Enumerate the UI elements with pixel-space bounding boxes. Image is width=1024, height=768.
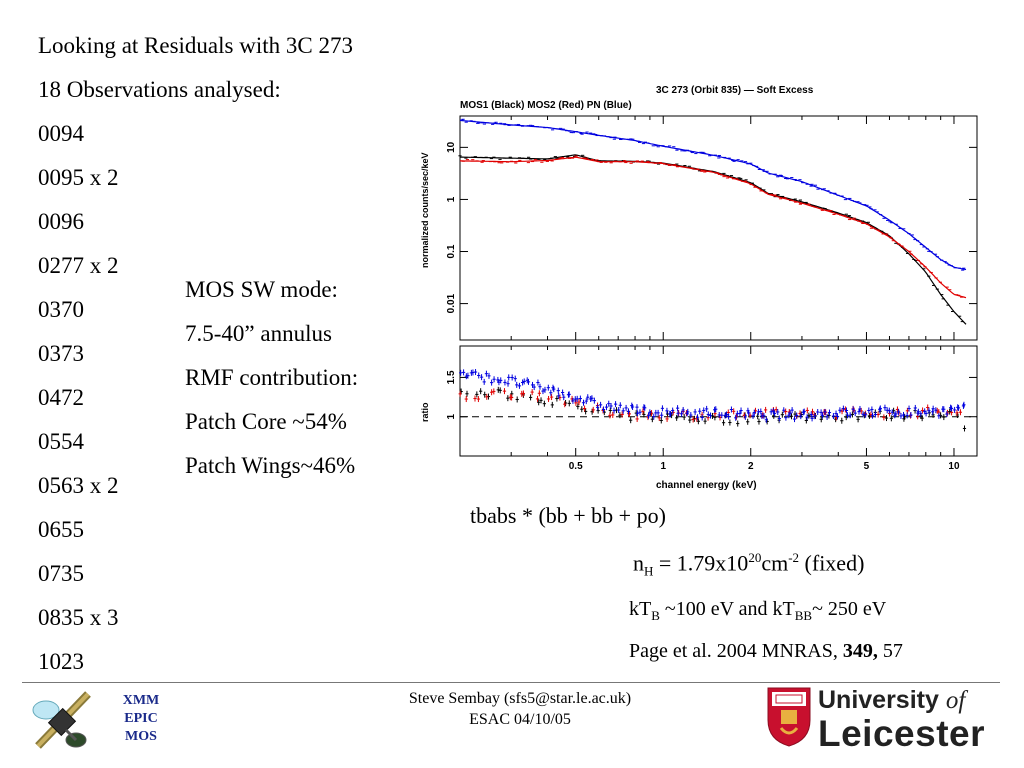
slide-title: Looking at Residuals with 3C 273 bbox=[38, 33, 353, 58]
observation-item: 0563 x 2 bbox=[38, 473, 119, 498]
nh-subscript: H bbox=[644, 563, 654, 579]
reference: Page et al. 2004 MNRAS, 349, 57 bbox=[629, 640, 903, 663]
mos-note: RMF contribution: bbox=[185, 365, 359, 390]
kt-bb-subscript: BB bbox=[794, 608, 813, 623]
kt-b-subscript: B bbox=[651, 608, 660, 623]
leicester-word: Leicester bbox=[818, 713, 985, 754]
footer-credits: Steve Sembay (sfs5@star.le.ac.uk) ESAC 0… bbox=[300, 688, 740, 730]
y-axis-label-top: normalized counts/sec/keV bbox=[420, 152, 430, 268]
nh-tail: (fixed) bbox=[799, 550, 865, 576]
reference-page: 57 bbox=[877, 640, 903, 662]
y-tick-label: 0.1 bbox=[446, 244, 457, 258]
slide-subtitle: 18 Observations analysed: bbox=[38, 77, 281, 102]
y-axis-label-bottom: ratio bbox=[420, 402, 430, 422]
observation-item: 0277 x 2 bbox=[38, 253, 119, 278]
mos1-model-line bbox=[460, 154, 967, 325]
chart-legend: MOS1 (Black) MOS2 (Red) PN (Blue) bbox=[460, 100, 632, 111]
x-tick-label: 10 bbox=[948, 461, 960, 472]
kt-symbol: kT bbox=[629, 598, 652, 620]
bottom-panel-frame bbox=[459, 345, 978, 457]
top-panel-frame bbox=[459, 115, 978, 341]
university-shield-icon bbox=[767, 687, 811, 747]
y-tick-label: 10 bbox=[446, 141, 457, 153]
university-of: of bbox=[945, 687, 966, 714]
chart-title: 3C 273 (Orbit 835) — Soft Excess bbox=[656, 85, 814, 96]
mos-line: MOS bbox=[125, 729, 157, 744]
xmm-satellite-icon bbox=[32, 691, 91, 749]
footer-divider bbox=[22, 682, 1000, 683]
observation-item: 0835 x 3 bbox=[38, 605, 119, 630]
nh-eq: = 1.79x10 bbox=[653, 550, 749, 576]
spectrum-chart: 3C 273 (Orbit 835) — Soft Excess MOS1 (B… bbox=[412, 78, 990, 498]
xmm-epic-mos-label: XMM EPIC MOS bbox=[118, 692, 164, 746]
nh-value: nH = 1.79x1020cm-2 (fixed) bbox=[633, 550, 864, 580]
nh-unit-exponent: -2 bbox=[788, 550, 800, 565]
x-tick-label: 1 bbox=[660, 461, 666, 472]
kt-tail: ~ 250 eV bbox=[812, 598, 887, 620]
kt-values: kTB ~100 eV and kTBB~ 250 eV bbox=[629, 598, 886, 624]
nh-unit: cm bbox=[761, 550, 789, 576]
observation-item: 0373 bbox=[38, 341, 84, 366]
mos-note: 7.5-40” annulus bbox=[185, 321, 332, 346]
observation-item: 0370 bbox=[38, 297, 84, 322]
x-tick-label: 5 bbox=[864, 461, 870, 472]
university-wordmark: University of Leicester bbox=[818, 686, 985, 753]
observation-item: 0096 bbox=[38, 209, 84, 234]
spectrum-chart-svg: 3C 273 (Orbit 835) — Soft Excess MOS1 (B… bbox=[420, 85, 978, 491]
mos2-model-line bbox=[460, 156, 967, 299]
nh-symbol: n bbox=[633, 550, 644, 576]
reference-volume: 349, bbox=[842, 640, 878, 662]
model-expression: tbabs * (bb + bb + po) bbox=[470, 503, 666, 528]
mos-note: Patch Wings~46% bbox=[185, 453, 356, 478]
y-tick-label: 1 bbox=[446, 196, 457, 202]
ratio-tick-label: 1 bbox=[446, 413, 457, 419]
observation-item: 0735 bbox=[38, 561, 84, 586]
kt-mid: ~100 eV and kT bbox=[659, 598, 795, 620]
observation-item: 0554 bbox=[38, 429, 84, 454]
xmm-line: XMM bbox=[122, 693, 160, 708]
ratio-tick-label: 1.5 bbox=[446, 370, 457, 384]
y-tick-label: 0.01 bbox=[446, 293, 457, 313]
observation-item: 0472 bbox=[38, 385, 84, 410]
mos-note: MOS SW mode: bbox=[185, 277, 338, 302]
x-axis-label: channel energy (keV) bbox=[656, 480, 757, 491]
observation-item: 1023 bbox=[38, 649, 84, 674]
reference-authors: Page et al. 2004 MNRAS, bbox=[629, 640, 843, 662]
footer-author: Steve Sembay (sfs5@star.le.ac.uk) bbox=[408, 690, 632, 707]
observation-list: Looking at Residuals with 3C 273 18 Obse… bbox=[38, 24, 353, 684]
mos-notes: MOS SW mode: 7.5-40” annulus RMF contrib… bbox=[185, 268, 358, 488]
observation-item: 0095 x 2 bbox=[38, 165, 119, 190]
x-tick-label: 2 bbox=[748, 461, 754, 472]
university-word: University bbox=[818, 686, 939, 714]
observation-item: 0094 bbox=[38, 121, 84, 146]
epic-line: EPIC bbox=[124, 711, 158, 726]
x-tick-label: 0.5 bbox=[569, 461, 583, 472]
observation-item: 0655 bbox=[38, 517, 84, 542]
pn-model-line bbox=[459, 119, 967, 271]
footer-event: ESAC 04/10/05 bbox=[469, 711, 571, 728]
mos-note: Patch Core ~54% bbox=[185, 409, 347, 434]
nh-exponent: 20 bbox=[748, 550, 762, 565]
